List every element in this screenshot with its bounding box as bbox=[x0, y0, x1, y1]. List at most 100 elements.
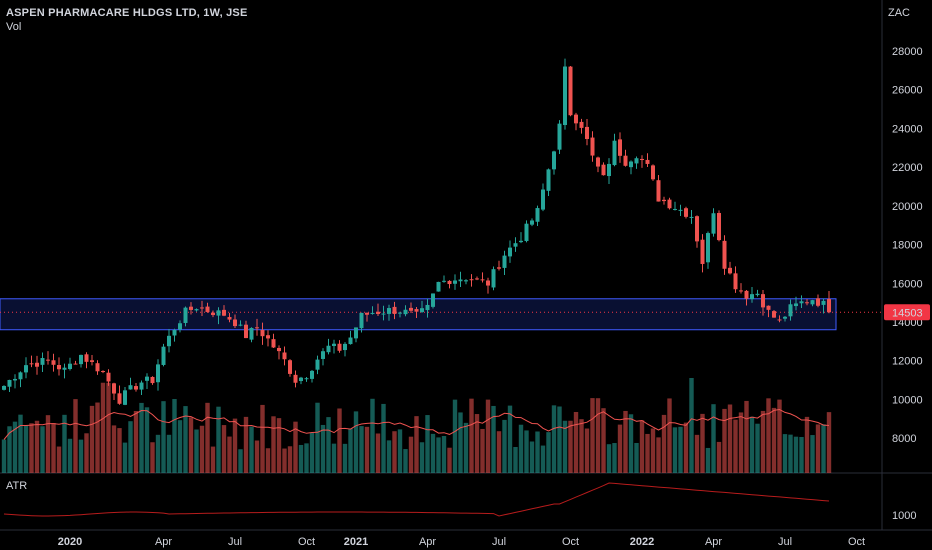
volume-bar bbox=[40, 426, 45, 473]
candle-body bbox=[46, 359, 50, 361]
candle-body bbox=[689, 216, 694, 218]
volume-bar bbox=[705, 447, 711, 473]
volume-bar bbox=[595, 398, 601, 473]
candle-body bbox=[227, 317, 232, 320]
volume-bar bbox=[441, 436, 447, 473]
x-tick-label: 2020 bbox=[58, 536, 82, 548]
candle-body bbox=[205, 306, 210, 313]
candle-body bbox=[436, 281, 441, 292]
volume-bar bbox=[375, 433, 381, 473]
candle-body bbox=[145, 376, 149, 381]
candle-body bbox=[552, 151, 556, 170]
volume-bar bbox=[656, 437, 661, 473]
candle-body bbox=[233, 319, 237, 327]
candle-body bbox=[370, 312, 375, 314]
candle-body bbox=[260, 330, 265, 337]
candle-body bbox=[700, 239, 705, 264]
volume-bar bbox=[766, 398, 771, 473]
volume-bar bbox=[474, 414, 480, 473]
volume-bar bbox=[199, 425, 205, 473]
volume-legend: Vol bbox=[6, 21, 22, 33]
volume-bar bbox=[711, 404, 716, 473]
volume-bar bbox=[628, 414, 634, 473]
y-tick-label: 12000 bbox=[892, 356, 923, 368]
volume-bar bbox=[166, 434, 172, 473]
candle-body bbox=[172, 329, 177, 336]
atr-tick-label: 1000 bbox=[892, 510, 916, 522]
volume-bar bbox=[282, 448, 287, 473]
volume-bar bbox=[722, 408, 727, 473]
y-tick-label: 8000 bbox=[892, 433, 916, 445]
volume-bar bbox=[254, 440, 260, 473]
volume-bar bbox=[557, 406, 562, 473]
candle-body bbox=[216, 310, 221, 316]
volume-bar bbox=[793, 436, 799, 473]
volume-bar bbox=[353, 411, 359, 473]
candle-body bbox=[623, 155, 628, 166]
candle-body bbox=[238, 324, 243, 326]
volume-bar bbox=[276, 418, 282, 473]
volume-bar bbox=[551, 405, 557, 473]
candle-body bbox=[62, 367, 67, 370]
volume-bar bbox=[579, 419, 584, 473]
candle-body bbox=[618, 139, 622, 156]
candle-body bbox=[24, 365, 28, 373]
volume-bar bbox=[771, 407, 777, 473]
volume-bar bbox=[683, 422, 689, 473]
volume-bar bbox=[480, 428, 485, 473]
candle-body bbox=[799, 301, 804, 304]
candle-body bbox=[57, 365, 61, 370]
volume-bar bbox=[342, 443, 348, 473]
candle-body bbox=[68, 363, 72, 370]
volume-bar bbox=[359, 426, 364, 473]
volume-bar bbox=[12, 421, 18, 473]
volume-bar bbox=[452, 399, 458, 473]
candle-body bbox=[414, 309, 419, 312]
candle-body bbox=[7, 379, 12, 387]
candle-body bbox=[464, 280, 468, 282]
candle-body bbox=[277, 347, 281, 352]
candle-body bbox=[73, 363, 78, 365]
candle-body bbox=[568, 66, 573, 116]
candle-body bbox=[634, 158, 639, 164]
volume-bar bbox=[788, 434, 793, 473]
volume-bar bbox=[326, 417, 331, 473]
volume-bar bbox=[392, 431, 397, 473]
volume-bar bbox=[62, 414, 67, 473]
volume-bar bbox=[502, 419, 507, 473]
volume-bar bbox=[89, 405, 95, 473]
candle-body bbox=[376, 311, 380, 314]
candle-body bbox=[200, 307, 204, 309]
candle-body bbox=[590, 137, 595, 156]
volume-bar bbox=[111, 425, 117, 473]
candle-body bbox=[827, 299, 831, 313]
volume-bar bbox=[106, 382, 111, 473]
currency-label: ZAC bbox=[888, 7, 910, 19]
volume-bar bbox=[95, 402, 100, 473]
candle-body bbox=[695, 216, 699, 242]
volume-bar bbox=[518, 424, 524, 473]
volume-bar bbox=[700, 413, 705, 473]
x-tick-label: Oct bbox=[298, 536, 315, 548]
volume-bar bbox=[678, 426, 683, 473]
candle-body bbox=[662, 199, 666, 202]
candle-body bbox=[244, 324, 248, 339]
candle-body bbox=[750, 294, 754, 300]
volume-bar bbox=[7, 426, 12, 473]
x-tick-label: 2022 bbox=[630, 536, 654, 548]
candle-body bbox=[128, 385, 133, 390]
candle-body bbox=[106, 372, 111, 382]
candle-body bbox=[574, 114, 578, 124]
y-tick-label: 28000 bbox=[892, 46, 923, 58]
candle-body bbox=[656, 180, 661, 202]
volume-bar bbox=[639, 420, 645, 473]
candle-body bbox=[563, 66, 567, 126]
volume-bar bbox=[29, 423, 34, 473]
volume-bar bbox=[804, 416, 810, 473]
volume-bar bbox=[661, 414, 667, 473]
volume-bar bbox=[507, 405, 513, 473]
candle-body bbox=[717, 212, 721, 241]
volume-bar bbox=[403, 449, 408, 473]
